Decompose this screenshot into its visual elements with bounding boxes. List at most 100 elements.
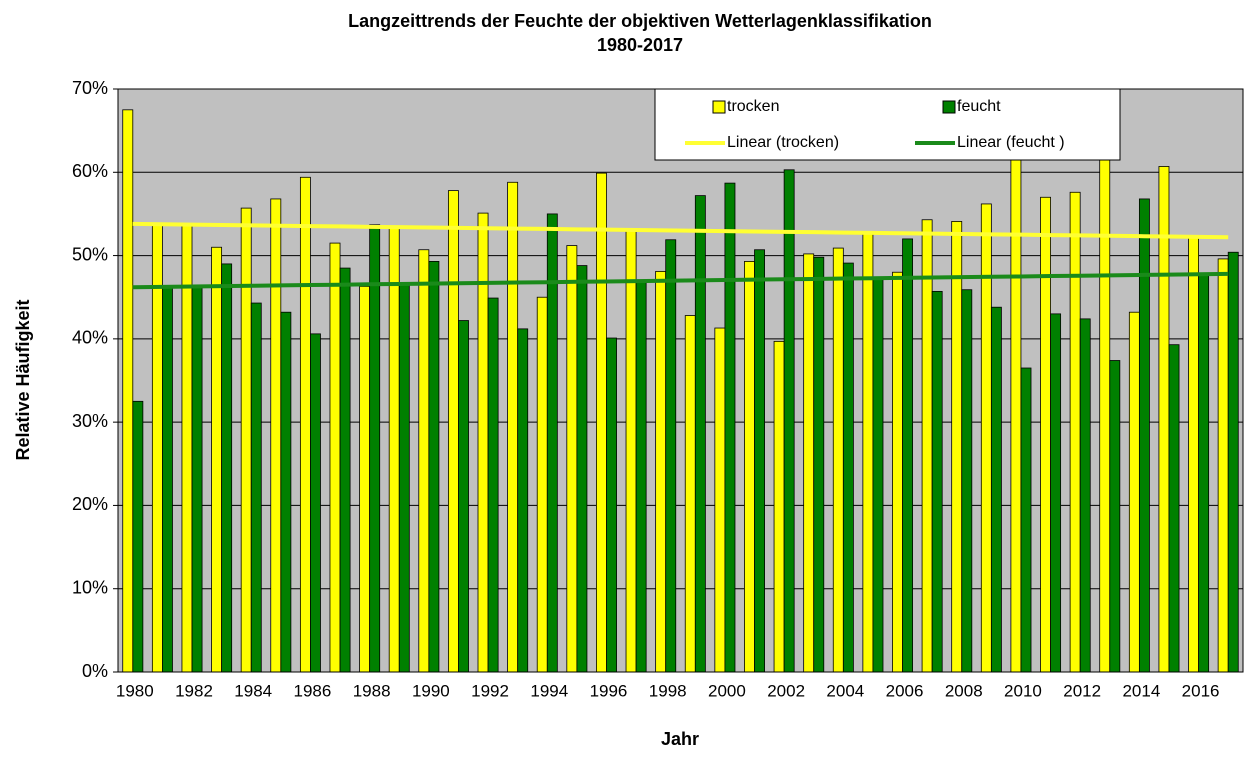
bar [418, 249, 430, 673]
bar [803, 253, 815, 673]
bar [921, 219, 933, 673]
bar [162, 286, 173, 673]
bar [744, 261, 755, 673]
bar [329, 242, 341, 673]
bar [1217, 258, 1229, 673]
bar [665, 239, 677, 673]
bar [151, 223, 163, 673]
bar [299, 176, 311, 673]
x-tick-label: 2000 [708, 681, 746, 700]
bar [892, 271, 903, 673]
legend-label: trocken [727, 98, 779, 115]
bar [1099, 150, 1111, 673]
bar [398, 284, 410, 673]
x-tick-label: 2006 [886, 681, 924, 700]
bar [250, 302, 262, 673]
legend-box [654, 88, 1121, 161]
bar [694, 195, 706, 673]
bar [951, 221, 963, 673]
x-tick-label: 2014 [1122, 681, 1160, 700]
legend-label: Linear (feucht ) [957, 134, 1065, 151]
bar [458, 320, 469, 673]
bar [270, 198, 282, 673]
y-tick-label: 10% [72, 577, 108, 597]
bar [1128, 311, 1140, 673]
bar [754, 249, 765, 673]
bar [1158, 166, 1170, 673]
x-tick-label: 2008 [945, 681, 983, 700]
bar [310, 333, 321, 673]
x-tick-label: 1982 [175, 681, 213, 700]
x-tick-label: 1984 [234, 681, 272, 700]
bar [961, 289, 973, 673]
bar [1079, 318, 1091, 673]
bar [655, 270, 667, 673]
x-tick-label: 2010 [1004, 681, 1042, 700]
bar [428, 261, 440, 673]
bar [1050, 313, 1062, 673]
legend-swatch [942, 100, 956, 114]
legend: trocken feucht Linear (trocken) Linear (feu… [654, 88, 1121, 161]
bar [388, 226, 400, 673]
x-tick-label: 1994 [530, 681, 568, 700]
x-tick-label: 2012 [1063, 681, 1101, 700]
bar [1010, 142, 1022, 673]
bar [1020, 367, 1032, 673]
x-tick-label: 1986 [294, 681, 332, 700]
bar [606, 337, 617, 673]
y-tick-label: 50% [72, 244, 108, 264]
bar [931, 290, 943, 673]
bar [902, 238, 914, 673]
bar [684, 315, 696, 673]
y-tick-label: 60% [72, 161, 108, 181]
bar [635, 280, 647, 673]
bar [724, 182, 736, 673]
x-tick-label: 1980 [116, 681, 154, 700]
legend-label: feucht [957, 98, 1001, 115]
bar [783, 169, 795, 673]
bar [507, 181, 519, 673]
bar [842, 262, 854, 673]
bar [487, 297, 499, 673]
x-tick-label: 1988 [353, 681, 391, 700]
bar [447, 190, 459, 673]
bar [1069, 191, 1081, 673]
x-tick-label: 2002 [767, 681, 805, 700]
bar [1227, 251, 1239, 673]
bar [280, 311, 292, 673]
y-axis-title: Relative Häufigkeit [13, 299, 33, 460]
bar [181, 224, 193, 673]
x-tick-label: 2016 [1182, 681, 1220, 700]
legend-label: Linear (trocken) [727, 134, 839, 151]
y-tick-label: 40% [72, 328, 108, 348]
bar [191, 285, 203, 673]
bar [832, 247, 844, 673]
y-tick-label: 0% [82, 661, 108, 681]
bar [990, 306, 1002, 673]
bar [813, 256, 825, 673]
bar [625, 230, 637, 673]
bar [872, 278, 884, 673]
x-tick-label: 2004 [826, 681, 864, 700]
bar [596, 172, 607, 673]
bar [1198, 273, 1210, 673]
trend-line [132, 221, 1229, 240]
bar [862, 231, 874, 673]
bar [359, 285, 371, 673]
bar [773, 340, 785, 673]
x-tick-label: 1992 [471, 681, 509, 700]
bar [240, 207, 252, 673]
bar [714, 327, 726, 673]
x-axis-title: Jahr [661, 729, 699, 749]
bar [1138, 198, 1150, 673]
bar [132, 400, 144, 673]
bar [1188, 236, 1199, 673]
bar [1109, 360, 1121, 673]
bar [980, 203, 992, 673]
bar [211, 246, 223, 673]
x-tick-label: 1990 [412, 681, 450, 700]
bar [369, 224, 381, 673]
bar [221, 263, 233, 673]
bar [1040, 196, 1051, 673]
